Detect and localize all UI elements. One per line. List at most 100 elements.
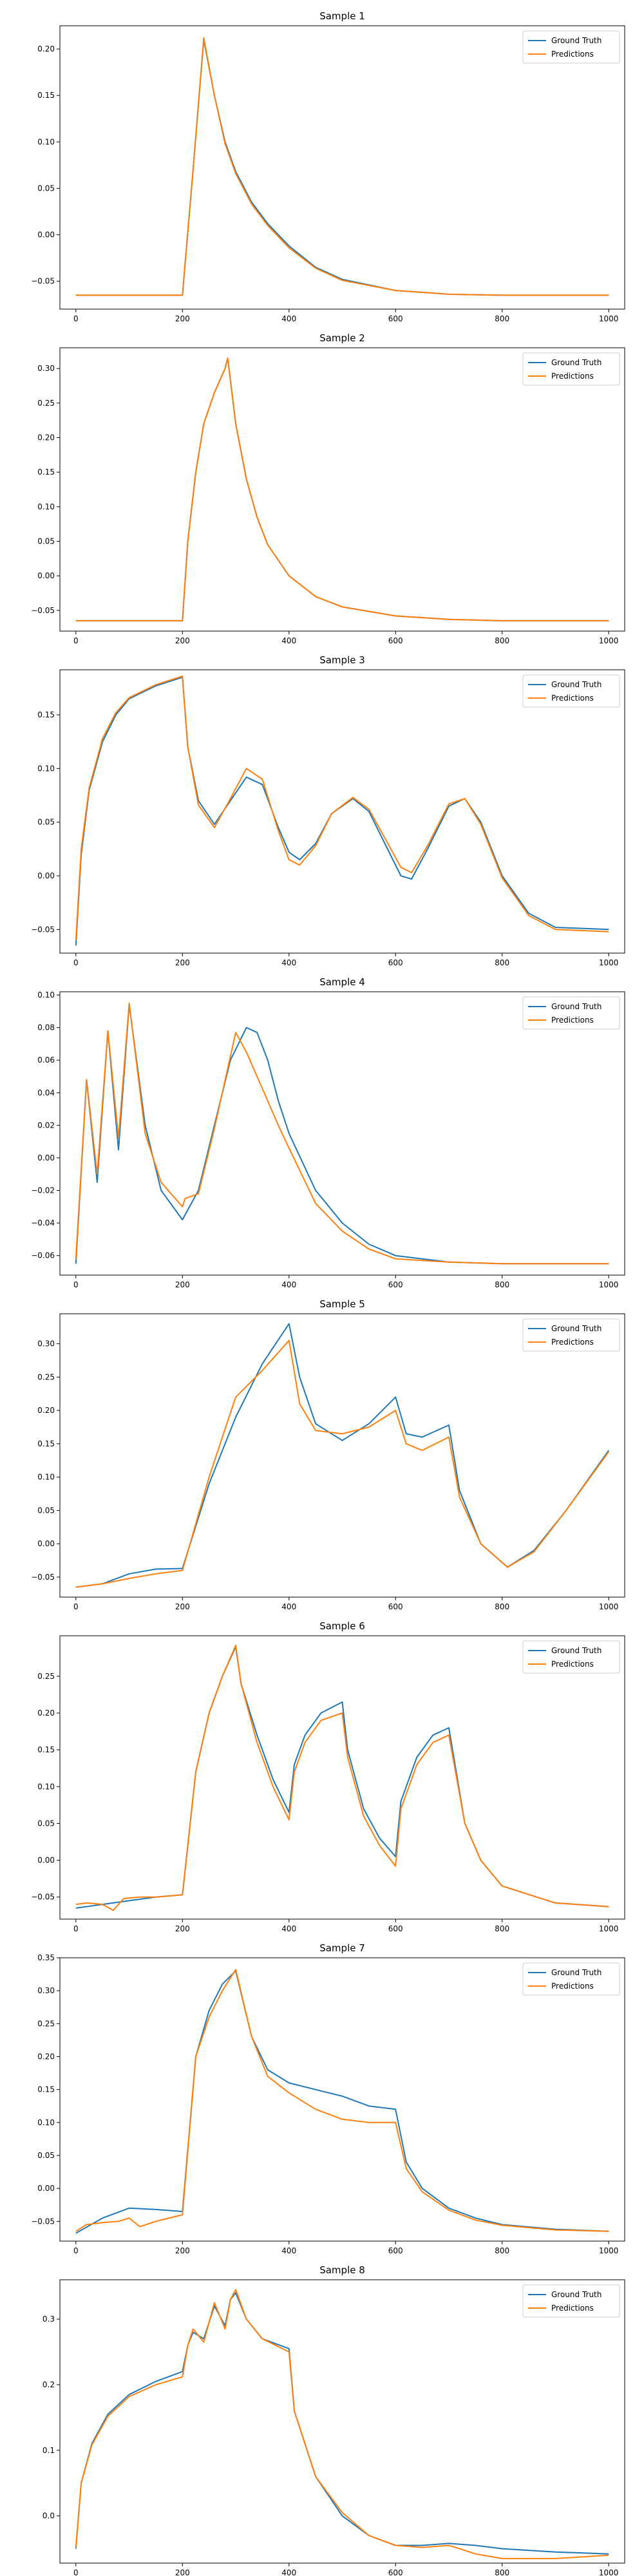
- y-tick-label: 0.20: [37, 44, 55, 53]
- x-tick-label: 200: [175, 958, 190, 967]
- x-tick-label: 600: [388, 314, 403, 323]
- legend-label: Ground Truth: [551, 1646, 601, 1655]
- y-tick-label: 0.08: [37, 1023, 55, 1032]
- x-tick-label: 0: [73, 1280, 79, 1289]
- y-tick-label: −0.05: [31, 1893, 55, 1902]
- y-tick-label: 0.25: [37, 1672, 55, 1681]
- x-tick-label: 1000: [599, 1924, 619, 1933]
- x-tick-label: 600: [388, 1280, 403, 1289]
- x-tick-label: 0: [73, 1602, 79, 1611]
- x-tick-label: 1000: [599, 958, 619, 967]
- legend: Ground Truth Predictions: [522, 1318, 620, 1352]
- x-tick-label: 600: [388, 958, 403, 967]
- legend: Ground Truth Predictions: [522, 996, 620, 1030]
- series-line-ground-truth: [75, 1646, 609, 1909]
- x-tick-label: 800: [495, 2568, 509, 2576]
- chart-title: Sample 3: [319, 654, 365, 666]
- legend: Ground Truth Predictions: [522, 2284, 620, 2318]
- x-tick-label: 400: [281, 1924, 296, 1933]
- series-line-ground-truth: [75, 1970, 609, 2234]
- y-tick-label: 0.05: [37, 818, 55, 827]
- y-tick-label: 0.15: [37, 468, 55, 477]
- y-tick-label: 0.15: [37, 1745, 55, 1754]
- legend-box: [522, 1318, 620, 1352]
- x-tick-label: 800: [495, 1602, 509, 1611]
- x-tick-label: 200: [175, 2246, 190, 2255]
- legend-label: Predictions: [551, 50, 594, 59]
- legend-label: Predictions: [551, 1338, 594, 1347]
- y-tick-label: 0.25: [37, 2019, 55, 2028]
- subplot-1: Sample 1 0 200 400 600 800 1000 −0.05 0.00 0.05 0.…: [31, 10, 625, 323]
- legend-label: Predictions: [551, 1660, 594, 1669]
- axes-frame: [59, 1635, 625, 1920]
- x-tick-label: 800: [495, 314, 509, 323]
- x-tick-label: 400: [281, 958, 296, 967]
- y-tick-label: −0.05: [31, 925, 55, 934]
- x-tick-label: 200: [175, 1280, 190, 1289]
- x-tick-label: 400: [281, 1280, 296, 1289]
- y-tick-label: 0.02: [37, 1121, 55, 1130]
- subplot-3: Sample 3 0 200 400 600 800 1000 −0.05 0.00 0.05 0.…: [31, 654, 625, 967]
- x-tick-label: 200: [175, 636, 190, 645]
- y-tick-label: −0.04: [31, 1218, 55, 1227]
- series-line-ground-truth: [75, 2292, 609, 2555]
- legend-label: Ground Truth: [551, 36, 601, 45]
- series-line-predictions: [75, 357, 609, 621]
- chart-title: Sample 5: [319, 1298, 365, 1310]
- x-tick-label: 800: [495, 2246, 509, 2255]
- x-tick-label: 400: [281, 2246, 296, 2255]
- x-tick-label: 600: [388, 1924, 403, 1933]
- y-tick-label: 0.10: [37, 502, 55, 511]
- y-tick-label: −0.05: [31, 1573, 55, 1582]
- x-tick-label: 200: [175, 314, 190, 323]
- y-tick-label: 0.10: [37, 137, 55, 146]
- x-tick-label: 800: [495, 636, 509, 645]
- x-tick-label: 1000: [599, 2568, 619, 2576]
- subplot-7: Sample 7 0 200 400 600 800 1000 −0.05 0.00 0.05 0.…: [31, 1942, 625, 2255]
- y-tick-label: −0.02: [31, 1186, 55, 1195]
- x-tick-label: 200: [175, 1924, 190, 1933]
- y-tick-label: 0.00: [37, 231, 55, 240]
- legend-label: Ground Truth: [551, 1968, 601, 1977]
- series-line-ground-truth: [75, 39, 609, 296]
- legend-box: [522, 352, 620, 386]
- legend-box: [522, 996, 620, 1030]
- subplot-2: Sample 2 0 200 400 600 800 1000 −0.05 0.00 0.05 0.…: [31, 332, 625, 645]
- y-tick-label: 0.35: [37, 1953, 55, 1962]
- chart-title: Sample 1: [319, 10, 365, 22]
- y-tick-label: 0.10: [37, 1473, 55, 1482]
- axes-frame: [59, 1957, 625, 2242]
- legend: Ground Truth Predictions: [522, 674, 620, 708]
- y-tick-label: 0.00: [37, 571, 55, 580]
- x-tick-label: 0: [73, 958, 79, 967]
- x-tick-label: 600: [388, 2568, 403, 2576]
- y-tick-label: 0.30: [37, 1340, 55, 1349]
- series-line-ground-truth: [75, 676, 609, 946]
- y-tick-label: 0.00: [37, 1856, 55, 1865]
- y-tick-label: 0.15: [37, 2085, 55, 2094]
- subplot-5: Sample 5 0 200 400 600 800 1000 −0.05 0.00 0.05 0.…: [31, 1298, 625, 1611]
- legend-label: Predictions: [551, 694, 594, 703]
- axes-frame: [59, 2279, 625, 2564]
- x-tick-label: 0: [73, 2246, 79, 2255]
- axes-frame: [59, 669, 625, 954]
- y-tick-label: 0.1: [43, 2446, 55, 2455]
- y-tick-label: −0.06: [31, 1251, 55, 1260]
- legend: Ground Truth Predictions: [522, 1640, 620, 1674]
- y-tick-label: 0.05: [37, 184, 55, 193]
- x-tick-label: 200: [175, 2568, 190, 2576]
- x-tick-label: 1000: [599, 1602, 619, 1611]
- y-tick-label: 0.30: [37, 364, 55, 373]
- y-tick-label: 0.06: [37, 1056, 55, 1065]
- x-tick-label: 1000: [599, 314, 619, 323]
- legend: Ground Truth Predictions: [522, 1962, 620, 1996]
- series-line-predictions: [75, 37, 609, 296]
- y-tick-label: 0.00: [37, 871, 55, 880]
- legend-label: Ground Truth: [551, 358, 601, 367]
- y-tick-label: 0.20: [37, 1406, 55, 1415]
- series-line-predictions: [75, 1644, 609, 1911]
- axes-frame: [59, 25, 625, 310]
- series-line-ground-truth: [75, 1323, 610, 1588]
- y-tick-label: 0.15: [37, 710, 55, 719]
